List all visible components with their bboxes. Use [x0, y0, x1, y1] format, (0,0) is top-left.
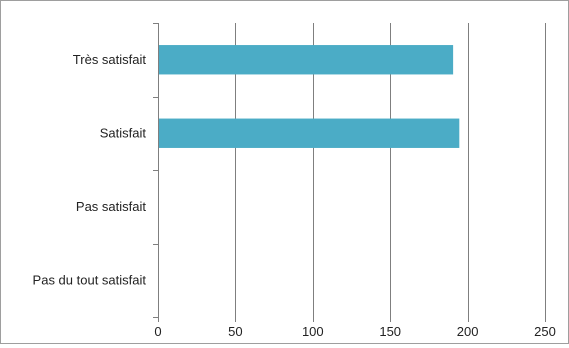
bar-1 [159, 118, 460, 148]
x-tick-label: 0 [154, 324, 161, 339]
y-category-label: Très satisfait [73, 52, 147, 67]
bars [159, 45, 460, 148]
x-tick-label: 50 [228, 324, 242, 339]
x-tick-label: 200 [457, 324, 479, 339]
axes [153, 23, 546, 322]
x-tick-label: 250 [534, 324, 556, 339]
y-category-label: Pas du tout satisfait [33, 272, 147, 287]
labels: 0 50 100 150 200 250 Très satisfait Satisfait Pa… [33, 52, 556, 339]
y-category-label: Satisfait [100, 125, 147, 140]
y-category-label: Pas satisfait [76, 199, 146, 214]
bar-0 [159, 45, 454, 75]
x-tick-label: 100 [302, 324, 324, 339]
bar-chart: 0 50 100 150 200 250 Très satisfait Satisfait Pa… [33, 23, 556, 339]
x-tick-label: 150 [379, 324, 401, 339]
